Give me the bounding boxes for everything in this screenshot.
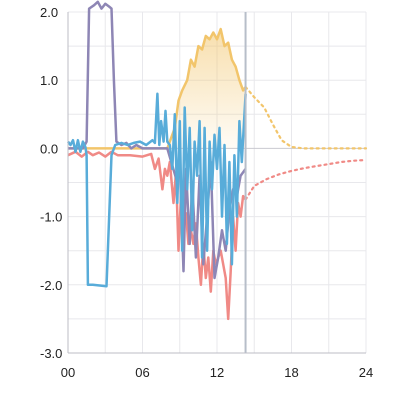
series-forecast-yellow xyxy=(244,85,368,150)
y-tick-label: 1.0 xyxy=(40,73,58,88)
x-tick-label: 18 xyxy=(284,365,298,380)
series-area-yellow xyxy=(68,29,246,149)
x-tick-label: 00 xyxy=(61,365,75,380)
y-tick-label: -3.0 xyxy=(40,346,62,361)
y-tick-label: -2.0 xyxy=(40,278,62,293)
grid xyxy=(68,11,367,354)
axes: 2.0 1.0 0.0 -1.0 -2.0 -3.0 00 06 12 18 24 xyxy=(40,5,373,380)
x-tick-label: 12 xyxy=(210,365,224,380)
series-layer xyxy=(66,0,368,321)
x-tick-label: 24 xyxy=(359,365,373,380)
series-line-yellow xyxy=(68,27,247,150)
series-forecast-red xyxy=(244,158,368,201)
series-line-blue xyxy=(66,92,247,288)
series-line-red xyxy=(67,150,247,321)
x-tick-label: 06 xyxy=(135,365,149,380)
y-tick-label: -1.0 xyxy=(40,210,62,225)
y-tick-label: 2.0 xyxy=(40,5,58,20)
y-tick-label: 0.0 xyxy=(40,141,58,156)
